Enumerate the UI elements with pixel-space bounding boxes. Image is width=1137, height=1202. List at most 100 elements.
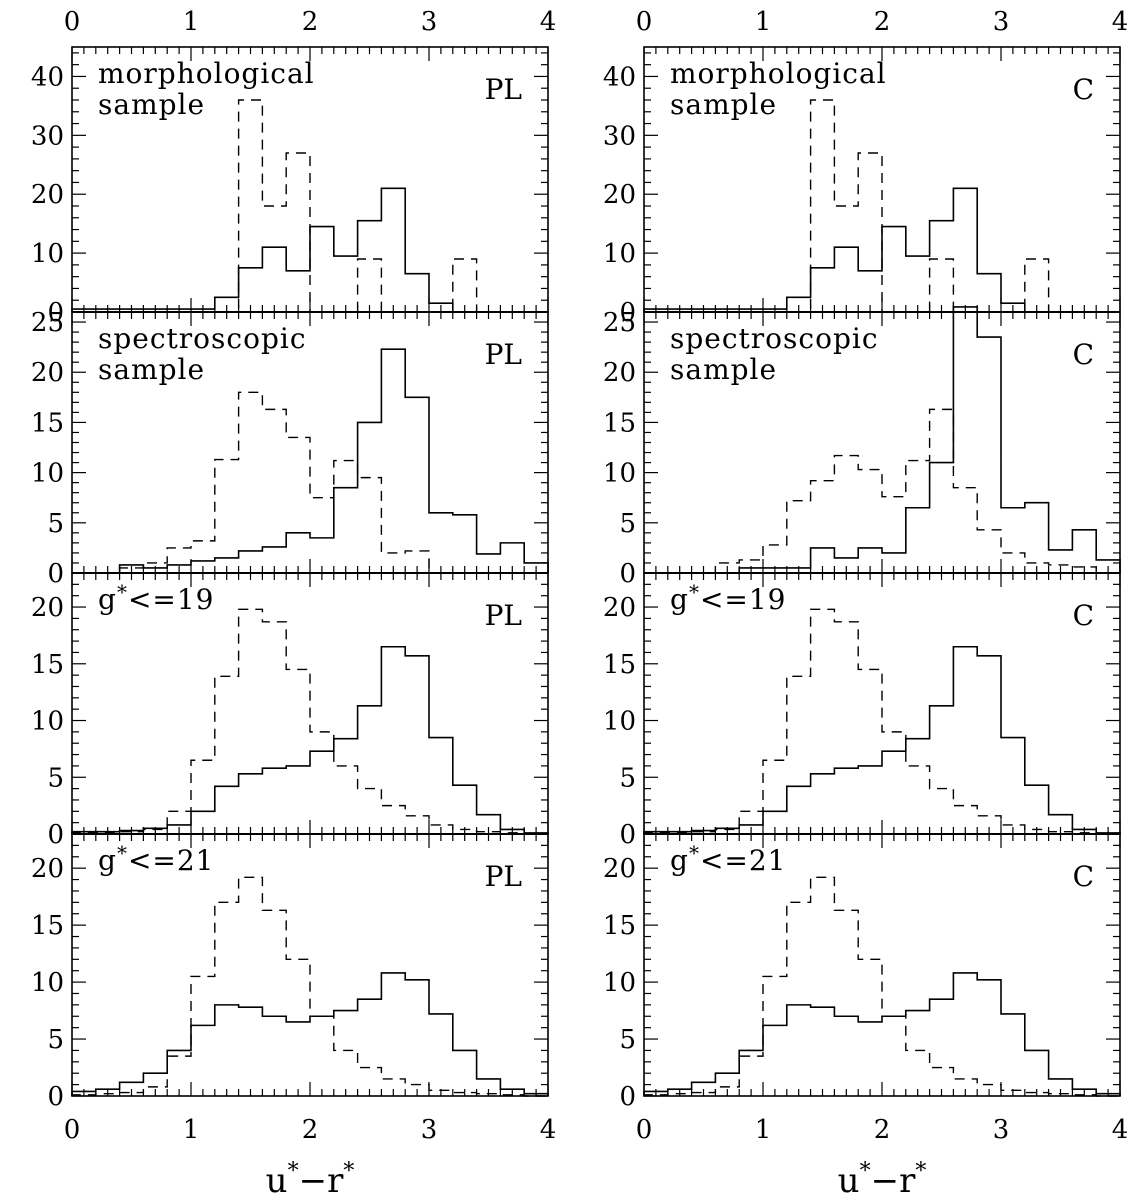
x-tick-label-bottom: 1 (755, 1115, 772, 1145)
x-tick-label-top: 4 (1112, 7, 1129, 37)
x-tick-label-bottom: 3 (993, 1115, 1010, 1145)
panel-tag: PL (485, 599, 522, 632)
x-tick-label-top: 2 (874, 7, 891, 37)
panel-tag: PL (485, 73, 522, 106)
y-tick-label: 5 (619, 763, 636, 793)
y-tick-label: 10 (31, 459, 64, 489)
y-tick-label: 20 (31, 593, 64, 623)
y-tick-label: 5 (47, 763, 64, 793)
y-tick-label: 30 (603, 121, 636, 151)
y-tick-label: 10 (603, 239, 636, 269)
y-tick-label: 5 (619, 1025, 636, 1055)
y-tick-label: 15 (31, 650, 64, 680)
panel-3-pl: 0 5 10 15 20 g*<=19 PL (31, 572, 549, 850)
histogram-solid (643, 645, 1121, 834)
y-tick-label: 0 (619, 298, 636, 328)
panel-label: spectroscopic (670, 322, 879, 355)
panel-tag: C (1073, 338, 1094, 371)
y-tick-label: 20 (603, 358, 636, 388)
y-tick-label: 10 (603, 968, 636, 998)
y-tick-label: 20 (603, 854, 636, 884)
x-tick-label-top: 2 (302, 7, 319, 37)
histogram-dashed (72, 99, 548, 313)
x-axis-title: u*−r* (266, 1159, 355, 1201)
histogram-solid (72, 348, 549, 574)
x-tick-label-bottom: 1 (183, 1115, 200, 1145)
panel-label: sample (98, 88, 205, 121)
y-tick-label: 10 (31, 239, 64, 269)
histogram-dashed (644, 408, 1120, 574)
y-tick-label: 0 (47, 1082, 64, 1112)
x-tick-label-bottom: 4 (1112, 1115, 1129, 1145)
y-tick-label: 40 (31, 62, 64, 92)
x-axis-title: u*−r* (838, 1159, 927, 1201)
y-tick-label: 20 (603, 180, 636, 210)
panel-tag: C (1073, 73, 1094, 106)
panel-3-c: 0 5 10 15 20 g*<=19 C (603, 572, 1121, 850)
histogram-dashed (71, 876, 548, 1097)
panel-label: g*<=21 (670, 841, 787, 877)
histogram-solid (71, 972, 549, 1096)
y-tick-label: 15 (31, 911, 64, 941)
x-tick-label-top: 1 (755, 7, 772, 37)
panel-4-pl: 0 5 10 15 20 g*<=21 PL (31, 833, 549, 1112)
x-tick-label-top: 0 (64, 7, 81, 37)
histogram-dashed (644, 99, 1120, 313)
panel-tag: C (1073, 860, 1094, 893)
x-tick-label-top: 4 (540, 7, 557, 37)
x-tick-label-top: 3 (421, 7, 438, 37)
panel-label: spectroscopic (98, 322, 307, 355)
y-tick-label: 25 (603, 308, 636, 338)
x-tick-label-top: 0 (636, 7, 653, 37)
y-tick-label: 15 (31, 408, 64, 438)
histogram-solid (644, 306, 1121, 574)
y-tick-label: 20 (31, 854, 64, 884)
histogram-dashed (643, 876, 1120, 1097)
y-tick-label: 0 (47, 820, 64, 850)
histogram-solid (71, 645, 549, 834)
x-tick-label-bottom: 0 (636, 1115, 653, 1145)
y-tick-label: 40 (603, 62, 636, 92)
y-tick-label: 0 (619, 559, 636, 589)
y-tick-label: 5 (619, 509, 636, 539)
y-tick-label: 25 (31, 308, 64, 338)
y-tick-label: 0 (47, 298, 64, 328)
y-tick-label: 0 (619, 1082, 636, 1112)
panel-label: g*<=19 (670, 580, 787, 616)
histogram-solid (643, 972, 1121, 1096)
panel-tag: PL (485, 338, 522, 371)
panel-tag: PL (485, 860, 522, 893)
x-tick-label-top: 1 (183, 7, 200, 37)
y-tick-label: 0 (47, 559, 64, 589)
y-tick-label: 15 (603, 650, 636, 680)
y-tick-label: 15 (603, 911, 636, 941)
y-tick-label: 20 (31, 358, 64, 388)
y-tick-label: 20 (31, 180, 64, 210)
histogram-dashed (71, 608, 548, 835)
y-tick-label: 10 (31, 968, 64, 998)
panel-label: sample (98, 353, 205, 386)
y-tick-label: 15 (603, 408, 636, 438)
panel-label: sample (670, 88, 777, 121)
panel-label: sample (670, 353, 777, 386)
y-tick-label: 10 (603, 707, 636, 737)
x-tick-label-top: 3 (993, 7, 1010, 37)
y-tick-label: 10 (31, 707, 64, 737)
y-tick-label: 5 (47, 1025, 64, 1055)
panel-tag: C (1073, 599, 1094, 632)
y-tick-label: 20 (603, 593, 636, 623)
x-tick-label-bottom: 2 (874, 1115, 891, 1145)
x-tick-label-bottom: 4 (540, 1115, 557, 1145)
panel-label: g*<=21 (98, 841, 215, 877)
y-tick-label: 30 (31, 121, 64, 151)
y-tick-label: 10 (603, 459, 636, 489)
y-tick-label: 0 (619, 820, 636, 850)
y-tick-label: 5 (47, 509, 64, 539)
x-tick-label-bottom: 3 (421, 1115, 438, 1145)
x-tick-label-bottom: 2 (302, 1115, 319, 1145)
panel-label: morphological (670, 57, 887, 90)
